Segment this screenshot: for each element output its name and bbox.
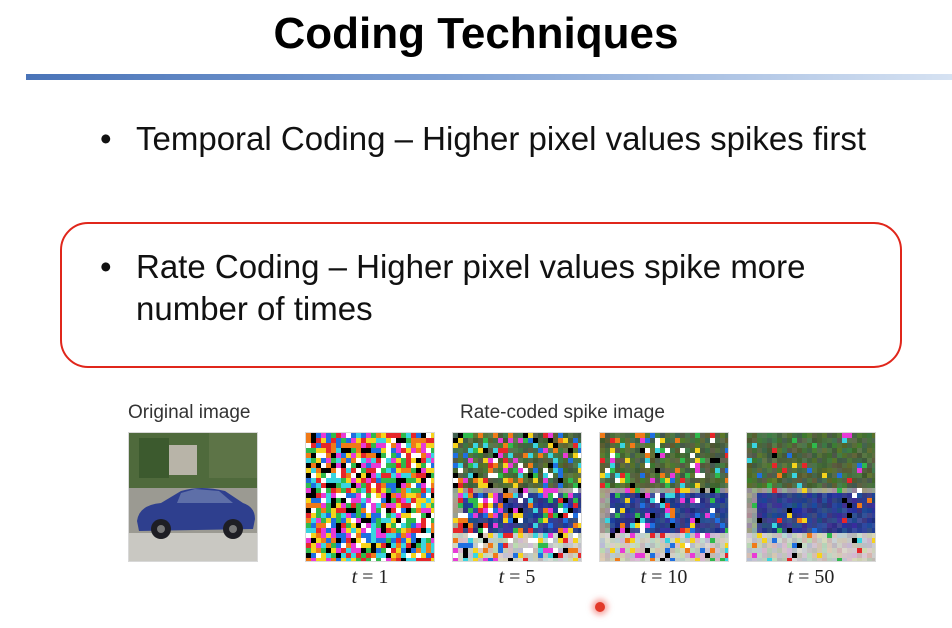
bullet-marker: • (100, 248, 112, 285)
spike-image-t5 (452, 432, 582, 562)
spike-image-t10 (599, 432, 729, 562)
original-image-caption: Original image (128, 402, 251, 423)
highlight-box (60, 222, 902, 368)
bullet-text: Rate Coding – Higher pixel values spike … (136, 248, 806, 327)
laser-pointer-cursor (595, 602, 605, 612)
time-label-t1: t = 1 (351, 566, 389, 588)
car-photo-graphic (129, 433, 257, 561)
slide-title: Coding Techniques (273, 9, 679, 58)
title-underline-rule (26, 74, 952, 80)
bullet-text: Temporal Coding – Higher pixel values sp… (136, 120, 866, 157)
original-car-image (128, 432, 258, 562)
bullet-marker: • (100, 120, 112, 157)
spike-image-t1 (305, 432, 435, 562)
spike-image-t50 (746, 432, 876, 562)
time-label-t10: t = 10 (640, 566, 688, 588)
time-label-t5: t = 5 (498, 566, 536, 588)
time-label-t50: t = 50 (787, 566, 835, 588)
rate-coded-caption: Rate-coded spike image (460, 402, 665, 423)
